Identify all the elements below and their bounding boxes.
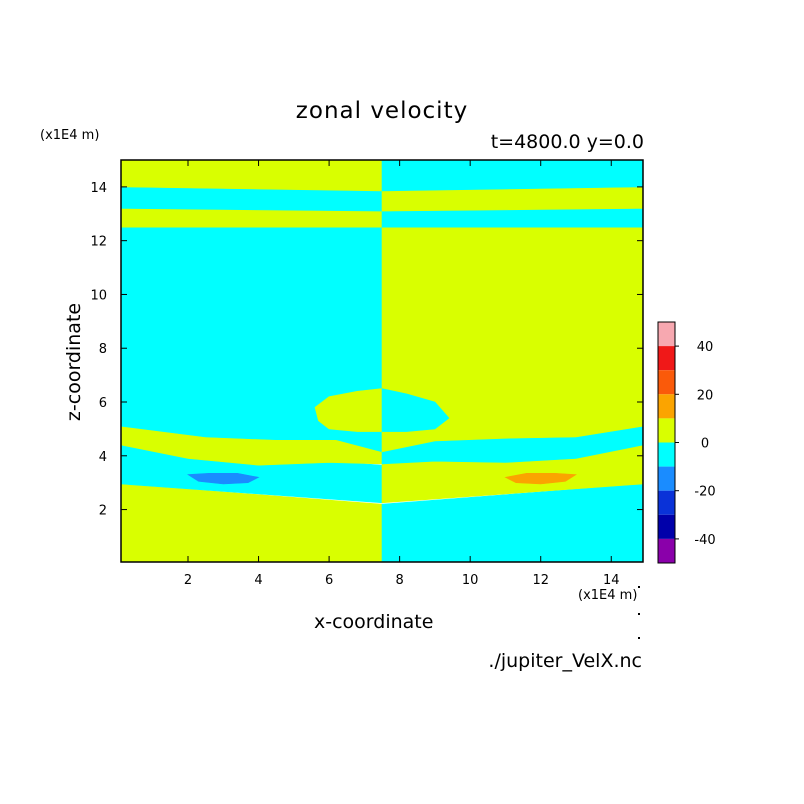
colorbar-tick-label: -20	[694, 485, 715, 500]
x-tick-label: 4	[254, 573, 262, 588]
y-tick-label: 14	[90, 181, 107, 196]
marker-dot	[638, 613, 640, 615]
colorbar-tick-label: 20	[697, 388, 714, 403]
x-tick-label: 10	[462, 573, 479, 588]
colorbar-swatch	[658, 322, 675, 347]
contour-region-10	[120, 208, 383, 228]
colorbar-swatch	[658, 442, 675, 467]
plot-frame	[120, 159, 644, 563]
marker-dot	[638, 637, 640, 639]
colorbar-swatch	[658, 466, 675, 491]
y-tick-label: 4	[99, 450, 107, 465]
contour-region-14	[120, 159, 383, 192]
contour-regions	[120, 159, 644, 563]
colorbar-swatch	[658, 370, 675, 395]
y-tick-label: 10	[90, 288, 107, 303]
y-axis-multiplier: (x1E4 m)	[40, 128, 100, 143]
x-tick-label: 2	[184, 573, 192, 588]
contour-region-11	[381, 208, 644, 228]
y-tick-label: 6	[99, 396, 107, 411]
chart-subtitle: t=4800.0 y=0.0	[490, 131, 644, 153]
colorbar-tick-label: -40	[694, 533, 715, 548]
colorbar-tick-label: 40	[697, 340, 714, 355]
colorbar-swatch	[658, 394, 675, 419]
colorbar: 40 20 0 -20 -40	[657, 321, 716, 564]
y-axis-ticks: 2 4 6 8 10 12 14	[90, 181, 643, 519]
colorbar-swatch	[658, 490, 675, 515]
contour-region-17	[504, 472, 577, 485]
chart-title: zonal velocity	[295, 98, 469, 124]
x-tick-label: 14	[603, 573, 620, 588]
x-tick-label: 6	[325, 573, 333, 588]
colorbar-tick-label: 0	[701, 437, 709, 452]
y-tick-label: 2	[99, 504, 107, 519]
x-tick-label: 12	[532, 573, 549, 588]
marker-dot	[638, 586, 640, 588]
x-axis-label: x-coordinate	[314, 611, 434, 633]
contour-region-15	[381, 159, 644, 192]
y-tick-label: 12	[90, 235, 107, 250]
colorbar-swatch	[658, 514, 675, 539]
contour-region-16	[187, 472, 260, 485]
colorbar-swatch	[658, 346, 675, 371]
colorbar-swatch	[658, 418, 675, 443]
x-axis-ticks: 2 4 6 8 10 12 14	[184, 160, 620, 588]
colorbar-swatch	[658, 538, 675, 563]
source-file-label: ./jupiter_VelX.nc	[488, 650, 642, 672]
contour-region-9	[381, 388, 450, 432]
y-tick-label: 8	[99, 342, 107, 357]
y-axis-label: z-coordinate	[63, 302, 85, 422]
x-tick-label: 8	[395, 573, 403, 588]
x-axis-multiplier: (x1E4 m)	[578, 588, 638, 603]
